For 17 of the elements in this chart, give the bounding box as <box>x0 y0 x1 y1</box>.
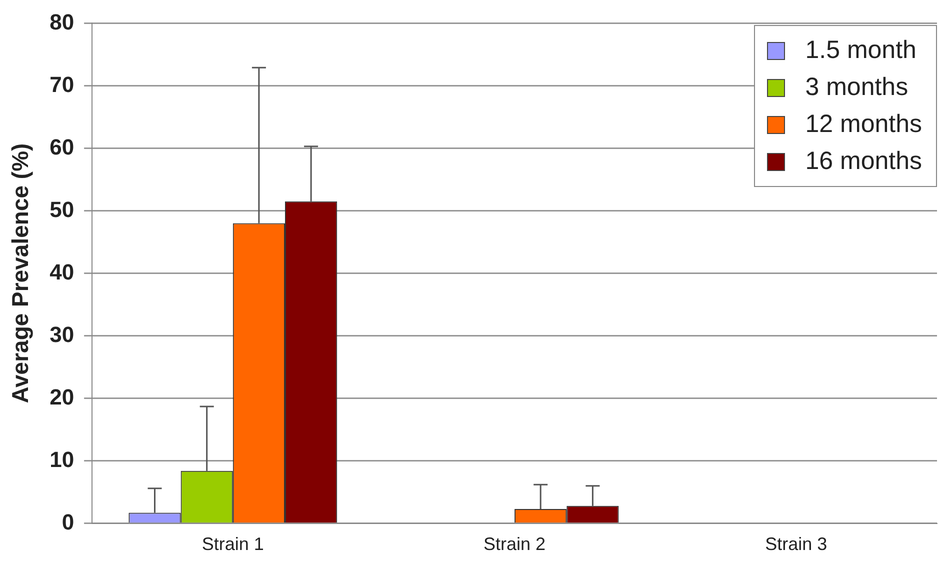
y-tick-label: 10 <box>50 446 74 472</box>
y-tick-label: 30 <box>50 322 74 347</box>
y-tick-label: 50 <box>50 196 74 222</box>
legend-label: 16 months <box>805 147 922 176</box>
x-tick-label: Strain 1 <box>202 534 264 554</box>
y-tick-label: 70 <box>50 72 74 97</box>
x-tick-label: Strain 3 <box>765 534 828 554</box>
y-tick-label: 80 <box>50 9 74 34</box>
x-tick-label: Strain 2 <box>484 534 546 554</box>
y-tick-label: 40 <box>50 259 74 284</box>
y-tick-label: 20 <box>50 384 74 410</box>
legend-label: 12 months <box>805 110 922 140</box>
y-axis-title: Average Prevalence (%) <box>7 143 34 404</box>
y-tick-label: 60 <box>50 134 74 160</box>
y-tick-label: 0 <box>62 509 74 534</box>
legend-label: 1.5 month <box>805 36 916 66</box>
legend-label: 3 months <box>805 73 908 102</box>
